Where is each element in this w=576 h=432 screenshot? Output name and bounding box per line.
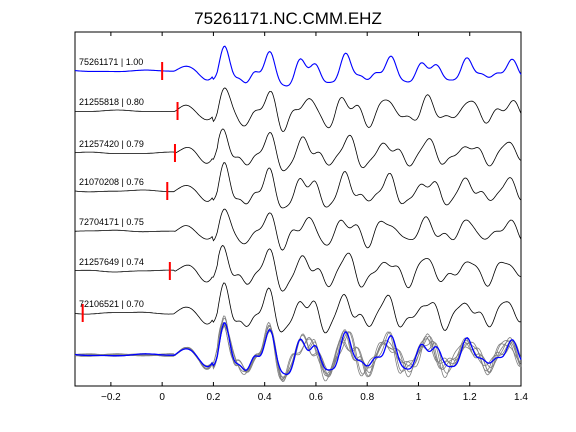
traces-group bbox=[74, 45, 522, 334]
trace-label-5: 21257649 | 0.74 bbox=[79, 257, 144, 267]
x-tick-label-7: 1.2 bbox=[463, 392, 477, 403]
picks-group bbox=[81, 62, 179, 322]
x-tick-label-6: 1 bbox=[416, 392, 422, 403]
trace-label-4: 72704171 | 0.75 bbox=[79, 217, 144, 227]
x-tick-label-3: 0.4 bbox=[258, 392, 272, 403]
trace-label-6: 72106521 | 0.70 bbox=[79, 299, 144, 309]
chart-title: 75261171.NC.CMM.EHZ bbox=[194, 9, 382, 28]
trace-line-1 bbox=[75, 87, 522, 132]
stack-group bbox=[74, 315, 522, 383]
x-tick-label-8: 1.4 bbox=[514, 392, 528, 403]
stack-trace-4 bbox=[75, 326, 522, 381]
x-tick-label-1: 0 bbox=[159, 392, 165, 403]
stack-reference-trace bbox=[74, 321, 522, 375]
trace-line-6 bbox=[74, 282, 522, 334]
trace-line-3 bbox=[74, 162, 522, 209]
x-tick-label-4: 0.6 bbox=[309, 392, 323, 403]
trace-line-4 bbox=[74, 208, 522, 251]
trace-line-2 bbox=[74, 128, 522, 172]
trace-line-0 bbox=[74, 45, 522, 87]
plot-area bbox=[74, 31, 522, 387]
trace-line-5 bbox=[75, 245, 522, 292]
trace-label-1: 21255818 | 0.80 bbox=[79, 97, 144, 107]
trace-label-3: 21070208 | 0.76 bbox=[79, 177, 144, 187]
x-tick-label-2: 0.2 bbox=[206, 392, 220, 403]
x-tick-label-0: −0.2 bbox=[101, 392, 121, 403]
trace-label-2: 21257420 | 0.79 bbox=[79, 139, 144, 149]
x-tick-label-5: 0.8 bbox=[360, 392, 374, 403]
x-axis: −0.2 0 0.2 0.4 0.6 0.8 1 1.2 1.4 bbox=[101, 32, 528, 403]
trace-labels-group: 75261171 | 1.00 21255818 | 0.80 21257420 |… bbox=[79, 57, 144, 309]
trace-label-0: 75261171 | 1.00 bbox=[79, 57, 143, 67]
